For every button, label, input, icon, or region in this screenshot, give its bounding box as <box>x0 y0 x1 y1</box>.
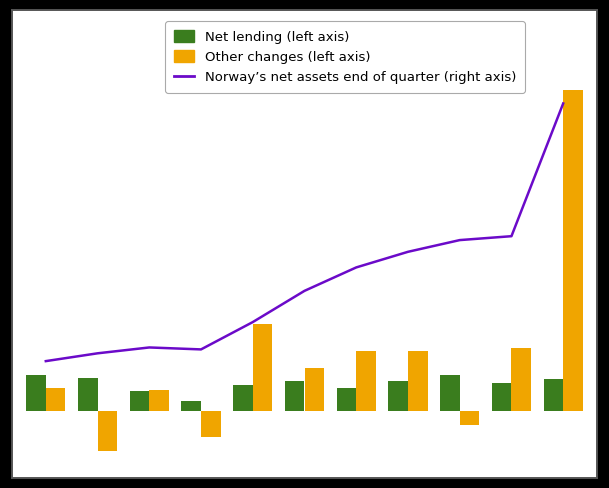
Bar <box>408 351 428 411</box>
Bar <box>149 390 169 411</box>
Bar <box>97 411 117 451</box>
Bar <box>181 401 201 411</box>
Bar <box>26 374 46 411</box>
Bar <box>512 348 531 411</box>
Bar <box>304 368 324 411</box>
Bar <box>233 385 253 411</box>
Bar <box>389 381 408 411</box>
Bar <box>46 388 66 411</box>
Bar <box>78 378 97 411</box>
Bar <box>543 379 563 411</box>
Bar <box>440 374 460 411</box>
Bar <box>356 351 376 411</box>
Bar <box>460 411 479 425</box>
Bar <box>337 388 356 411</box>
Bar <box>130 391 149 411</box>
Bar <box>492 383 512 411</box>
Legend: Net lending (left axis), Other changes (left axis), Norway’s net assets end of q: Net lending (left axis), Other changes (… <box>165 21 525 93</box>
Bar <box>285 381 304 411</box>
Bar <box>253 325 272 411</box>
Bar <box>201 411 220 437</box>
Bar <box>563 90 583 411</box>
